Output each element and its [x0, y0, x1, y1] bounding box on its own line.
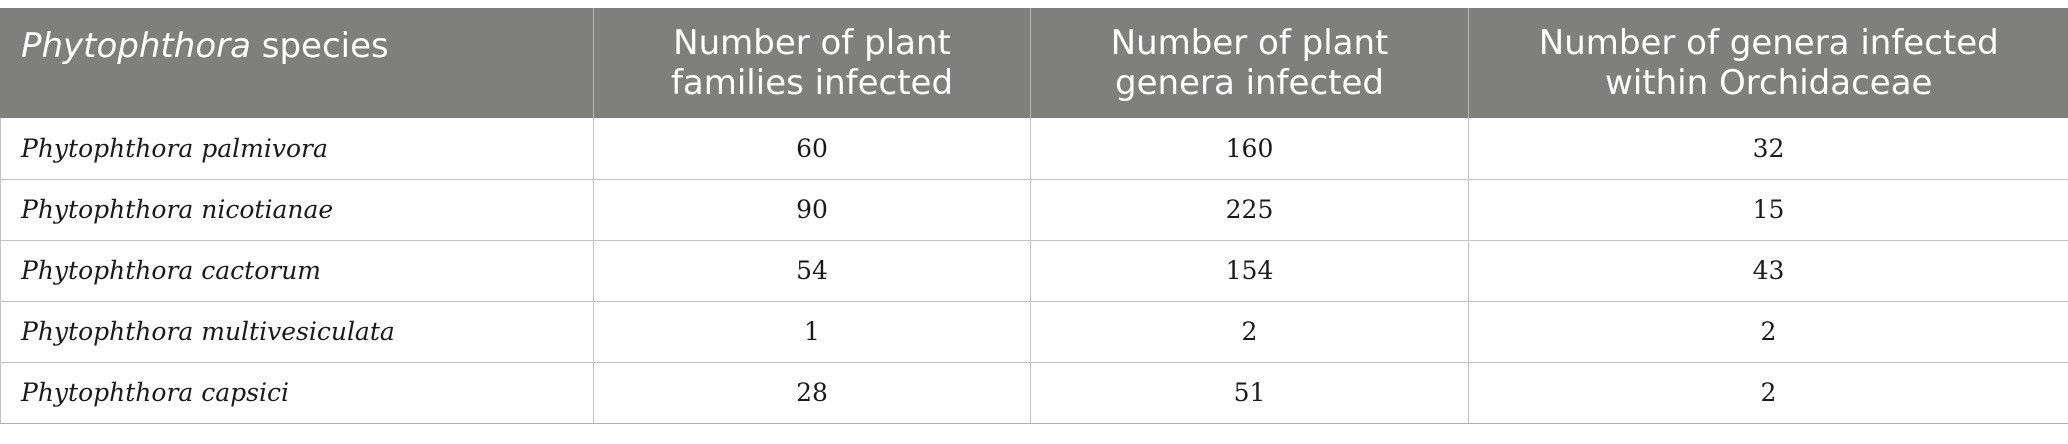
cell-species: Phytophthora capsici — [0, 362, 594, 424]
cell-species: Phytophthora multivesiculata — [0, 301, 594, 363]
cell-orchid-genera: 15 — [1468, 179, 2068, 241]
cell-families: 90 — [593, 179, 1031, 241]
cell-orchid-genera: 2 — [1468, 301, 2068, 363]
header-row: Phytophthora species Number of plant fami… — [0, 8, 2068, 118]
table-row: Phytophthora capsici 28 51 2 — [0, 362, 2068, 424]
table-row: Phytophthora cactorum 54 154 43 — [0, 240, 2068, 302]
cell-orchid-genera: 32 — [1468, 118, 2068, 180]
table-row: Phytophthora palmivora 60 160 32 — [0, 118, 2068, 180]
header-families-line1: Number of plant — [673, 23, 951, 63]
header-species-genus: Phytophthora — [21, 26, 251, 66]
header-orchid-line1: Number of genera infected — [1538, 23, 1999, 63]
cell-genera: 154 — [1030, 240, 1469, 302]
cell-families: 1 — [593, 301, 1031, 363]
table-body: Phytophthora palmivora 60 160 32 Phytoph… — [0, 118, 2068, 424]
species-table: Phytophthora species Number of plant fami… — [0, 8, 2068, 424]
cell-families: 60 — [593, 118, 1031, 180]
cell-families: 28 — [593, 362, 1031, 424]
cell-genera: 2 — [1030, 301, 1469, 363]
header-species: Phytophthora species — [0, 8, 594, 118]
table-row: Phytophthora nicotianae 90 225 15 — [0, 179, 2068, 241]
cell-species: Phytophthora nicotianae — [0, 179, 594, 241]
cell-species: Phytophthora cactorum — [0, 240, 594, 302]
cell-genera: 160 — [1030, 118, 1469, 180]
header-families: Number of plant families infected — [593, 8, 1031, 118]
cell-genera: 225 — [1030, 179, 1469, 241]
cell-genera: 51 — [1030, 362, 1469, 424]
cell-orchid-genera: 43 — [1468, 240, 2068, 302]
cell-families: 54 — [593, 240, 1031, 302]
header-families-line2: families infected — [670, 63, 954, 103]
header-genera: Number of plant genera infected — [1030, 8, 1469, 118]
header-orchid-genera: Number of genera infected within Orchidac… — [1468, 8, 2068, 118]
header-genera-line1: Number of plant — [1110, 23, 1389, 63]
table-header: Phytophthora species Number of plant fami… — [0, 8, 2068, 118]
cell-orchid-genera: 2 — [1468, 362, 2068, 424]
table-row: Phytophthora multivesiculata 1 2 2 — [0, 301, 2068, 363]
header-orchid-line2: within Orchidaceae — [1605, 63, 1933, 103]
header-species-suffix: species — [250, 26, 389, 66]
cell-species: Phytophthora palmivora — [0, 118, 594, 180]
header-genera-line2: genera infected — [1115, 63, 1384, 103]
